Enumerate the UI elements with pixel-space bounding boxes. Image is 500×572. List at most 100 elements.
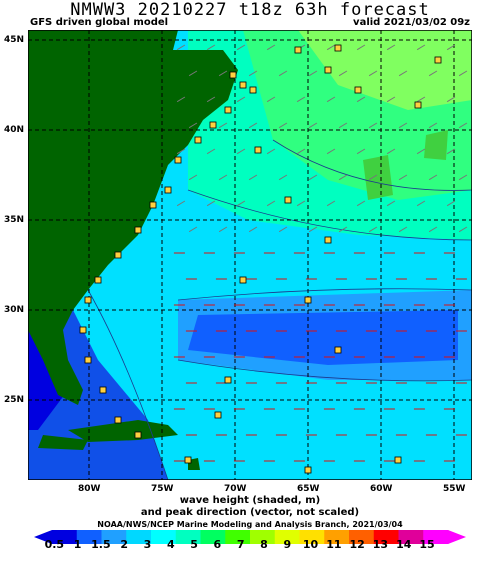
direction-vector	[188, 226, 198, 233]
colorbar-cell	[101, 530, 127, 544]
direction-vector	[308, 122, 318, 129]
direction-vector	[236, 96, 246, 103]
colorbar-cell	[126, 530, 152, 544]
direction-vector	[458, 174, 468, 181]
colorbar-cell	[349, 530, 375, 544]
direction-vector	[386, 200, 396, 207]
colorbar-low-arrow	[34, 530, 52, 544]
direction-vector	[308, 70, 318, 77]
colorbar-cell	[274, 530, 300, 544]
direction-vector	[458, 70, 468, 77]
direction-vector	[296, 200, 306, 207]
lon-label-60w: 60W	[370, 484, 393, 494]
buoy-marker	[354, 86, 362, 94]
lat-label-30n: 30N	[4, 305, 25, 315]
direction-vector	[236, 148, 246, 155]
wave-peak-a	[363, 155, 393, 200]
buoy-marker	[304, 296, 312, 304]
direction-vector	[338, 174, 348, 181]
colorbar-cell	[225, 530, 251, 544]
buoy-marker	[324, 66, 332, 74]
direction-vector	[278, 122, 288, 129]
direction-vector	[248, 174, 258, 181]
direction-vector	[326, 200, 336, 207]
lat-label-45n: 45N	[4, 35, 25, 45]
direction-vector	[416, 200, 426, 207]
colorbar-label: 1	[73, 538, 82, 551]
colorbar-label: 3	[143, 538, 152, 551]
lon-label-75w: 75W	[151, 484, 174, 494]
buoy-marker	[149, 201, 157, 209]
direction-vector	[428, 70, 438, 77]
colorbar-cell	[151, 530, 177, 544]
direction-vector	[446, 96, 456, 103]
direction-vector	[428, 174, 438, 181]
model-label: GFS driven global model	[30, 17, 169, 28]
lat-label-25n: 25N	[4, 395, 25, 405]
direction-vector	[428, 122, 438, 129]
colorbar-cell	[299, 530, 325, 544]
buoy-marker	[239, 276, 247, 284]
direction-vector	[278, 174, 288, 181]
buoy-marker	[209, 121, 217, 129]
buoy-marker	[239, 81, 247, 89]
direction-vector	[338, 70, 348, 77]
colorbar-label: 8	[260, 538, 268, 551]
direction-vector	[398, 70, 408, 77]
direction-vector	[176, 200, 186, 207]
buoy-marker	[224, 376, 232, 384]
buoy-marker	[164, 186, 172, 194]
direction-vector	[218, 70, 228, 77]
direction-vector	[458, 122, 468, 129]
buoy-markers	[79, 44, 442, 474]
direction-vector	[296, 96, 306, 103]
buoy-marker	[229, 71, 237, 79]
buoy-marker	[114, 416, 122, 424]
direction-vector	[206, 44, 216, 51]
direction-vector	[368, 226, 378, 233]
direction-vector	[398, 174, 408, 181]
buoy-marker	[194, 136, 202, 144]
colorbar-label: 7	[236, 538, 245, 551]
direction-vector	[356, 200, 366, 207]
lat-label-40n: 40N	[4, 125, 25, 135]
direction-vector	[446, 200, 456, 207]
direction-vector	[416, 148, 426, 155]
buoy-marker	[184, 456, 192, 464]
colorbar-label: 12	[349, 538, 365, 551]
direction-vector	[278, 70, 288, 77]
direction-vector	[248, 70, 258, 77]
buoy-marker	[294, 46, 302, 54]
direction-vector	[176, 148, 186, 155]
direction-vector	[176, 44, 186, 51]
direction-vector	[428, 226, 438, 233]
buoy-marker	[84, 356, 92, 364]
direction-vector	[236, 200, 246, 207]
colorbar-label: 1.5	[91, 538, 111, 551]
lon-label-55w: 55W	[443, 484, 466, 494]
lon-label-65w: 65W	[297, 484, 320, 494]
buoy-marker	[79, 326, 87, 334]
valid-time: valid 2021/03/02 09z	[353, 17, 470, 28]
buoy-marker	[249, 86, 257, 94]
buoy-marker	[114, 251, 122, 259]
direction-vector	[458, 226, 468, 233]
direction-vector	[206, 96, 216, 103]
direction-vector	[218, 122, 228, 129]
caption-shading: wave height (shaded, m)	[179, 495, 321, 506]
colorbar-label: 0.5	[44, 538, 65, 551]
buoy-marker	[99, 386, 107, 394]
direction-vector	[266, 148, 276, 155]
direction-vector	[236, 44, 246, 51]
caption-vectors: and peak direction (vector, not scaled)	[140, 507, 360, 518]
wave-height-map	[28, 30, 472, 480]
colorbar-cell	[52, 530, 78, 544]
colorbar-label: 10	[302, 538, 319, 551]
buoy-marker	[414, 101, 422, 109]
colorbar-label: 6	[213, 538, 222, 551]
colorbar-cells	[34, 530, 466, 544]
colorbar-cell	[324, 530, 350, 544]
direction-vector	[416, 96, 426, 103]
buoy-marker	[434, 56, 442, 64]
buoy-marker	[224, 106, 232, 114]
